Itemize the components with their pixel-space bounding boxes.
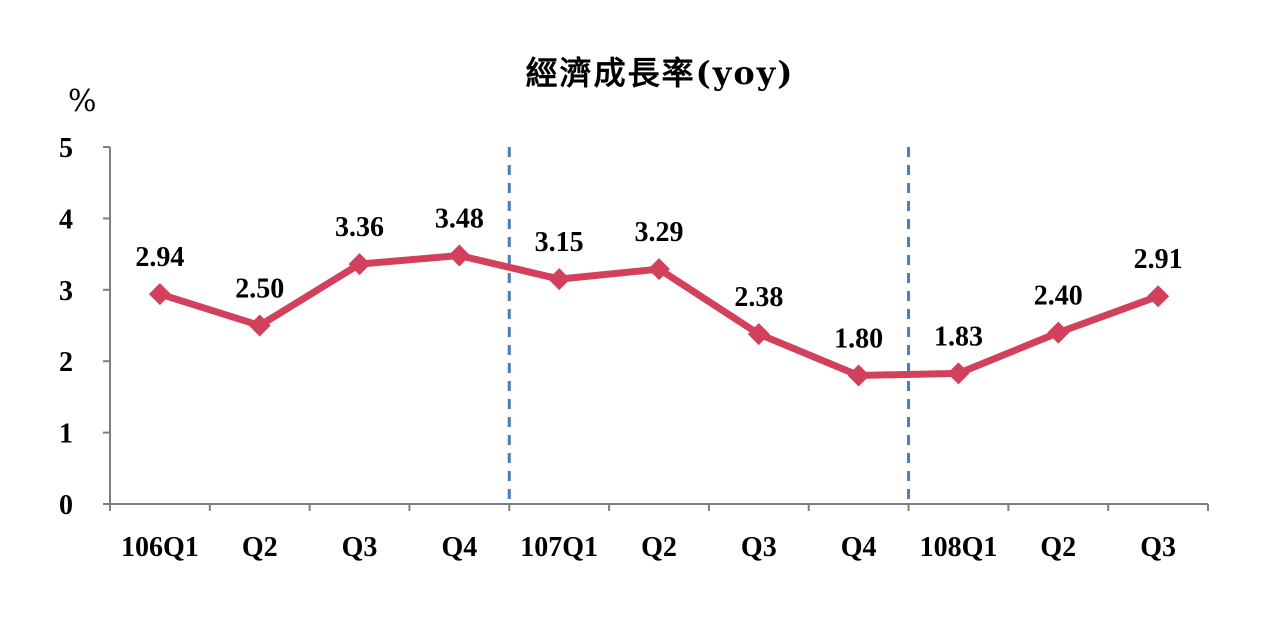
x-tick-label: 107Q1 [520,532,598,563]
data-point-marker [548,268,571,291]
data-label: 2.91 [1134,244,1183,275]
data-point-marker [148,283,171,306]
data-label: 2.40 [1034,281,1083,312]
x-tick-label: Q2 [1040,532,1076,563]
x-tick-label: Q3 [741,532,777,563]
x-tick-label: Q2 [242,532,278,563]
y-tick-label: 1 [59,419,73,450]
x-tick-label: Q3 [342,532,378,563]
data-point-marker [248,314,271,337]
y-axis-unit-label: % [68,84,97,119]
series-markers [148,244,1170,387]
data-point-marker [448,244,471,267]
data-point-marker [947,362,970,385]
data-label: 3.36 [335,212,384,243]
data-label: 3.15 [535,227,584,258]
y-tick-label: 3 [59,276,73,307]
chart-title: 經濟成長率(yoy) [525,54,795,92]
data-label: 3.48 [435,204,484,235]
data-point-marker [1147,285,1170,308]
data-label: 2.94 [135,242,184,273]
y-tick-label: 4 [59,204,73,235]
tick-labels: 0 1 2 3 4 5 106Q1 Q2 Q3 Q4 107Q1 Q2 Q3 Q4 108Q1 Q2 Q3 [59,133,1176,563]
data-label: 1.80 [834,323,883,354]
axes [103,146,1209,511]
data-label: 2.38 [734,282,783,313]
x-tick-label: 106Q1 [121,532,199,563]
x-tick-label: Q4 [441,532,477,563]
y-tick-label: 0 [59,490,73,521]
year-dividers [507,147,911,504]
y-tick-label: 5 [59,133,73,164]
data-label: 2.50 [235,274,284,305]
data-point-marker [648,258,670,281]
data-labels: 2.94 2.50 3.36 3.48 3.15 3.29 2.38 1.80 1.83 2.40… [135,204,1182,355]
data-label: 1.83 [934,321,983,352]
data-point-marker [847,364,870,387]
x-tick-label: Q3 [1140,532,1176,563]
y-tick-label: 2 [59,347,73,378]
data-point-marker [747,323,770,346]
x-tick-label: Q2 [641,532,677,563]
data-label: 3.29 [635,217,684,248]
data-point-marker [1047,321,1070,344]
x-tick-label: 108Q1 [920,532,998,563]
x-tick-label: Q4 [841,532,877,563]
data-point-marker [348,253,371,276]
